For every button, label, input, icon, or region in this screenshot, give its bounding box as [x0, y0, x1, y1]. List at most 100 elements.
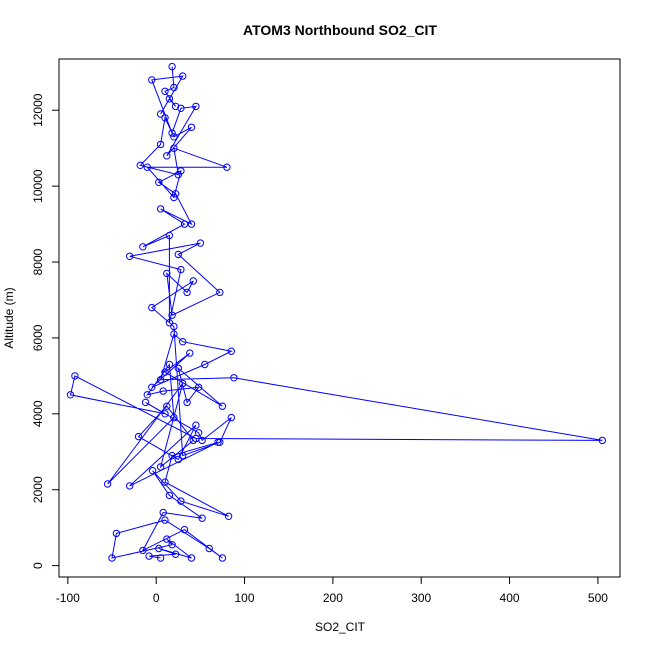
data-point: [168, 311, 176, 319]
data-point: [198, 436, 206, 445]
data-point: [139, 243, 147, 251]
data-point: [134, 432, 143, 441]
data-point: [598, 436, 606, 445]
data-point: [148, 303, 156, 312]
data-point: [161, 516, 169, 524]
data-point: [161, 87, 169, 96]
data-point: [156, 554, 165, 562]
x-tick-label: -100: [56, 591, 80, 605]
data-point: [156, 140, 165, 149]
data-point: [196, 239, 205, 247]
data-point: [187, 123, 196, 132]
data-point: [187, 220, 196, 228]
data-point: [218, 402, 227, 410]
data-point: [161, 114, 169, 122]
data-point: [170, 193, 178, 202]
data-point: [161, 368, 169, 376]
data-point: [189, 277, 198, 285]
data-point: [183, 288, 191, 297]
data-point: [227, 347, 236, 355]
x-tick-label: 100: [235, 591, 255, 605]
x-axis-label: SO2_CIT: [315, 620, 366, 634]
data-point: [171, 190, 180, 198]
y-tick-label: 4000: [31, 400, 45, 427]
data-point: [165, 95, 174, 103]
data-point: [161, 478, 169, 486]
data-point: [216, 288, 224, 297]
x-tick-label: 400: [500, 591, 520, 605]
data-point: [192, 102, 200, 111]
data-point: [170, 413, 178, 422]
data-point: [170, 322, 178, 331]
data-point: [174, 250, 183, 259]
data-point: [170, 144, 178, 152]
data-point: [170, 133, 178, 141]
data-point: [159, 387, 167, 395]
series-line: [69, 66, 603, 559]
data-point: [161, 410, 169, 418]
data-point: [148, 383, 156, 391]
data-point: [145, 552, 153, 560]
data-point: [168, 451, 176, 460]
data-point: [155, 178, 163, 187]
data-point: [163, 535, 171, 543]
data-point: [224, 512, 233, 520]
data-point: [163, 152, 171, 160]
y-tick-label: 8000: [31, 248, 45, 275]
data-point: [163, 402, 171, 410]
data-point: [71, 372, 79, 380]
data-point: [174, 455, 183, 464]
data-point: [174, 171, 183, 179]
data-point: [183, 398, 191, 407]
data-point: [136, 161, 145, 170]
data-point: [179, 451, 187, 460]
data-point: [159, 508, 167, 517]
data-point: [156, 376, 165, 384]
data-point: [201, 360, 209, 369]
data-point: [216, 438, 224, 446]
data-point: [179, 338, 187, 346]
y-tick-label: 0: [31, 562, 45, 569]
data-point: [187, 554, 196, 562]
data-point: [170, 83, 178, 92]
data-point: [227, 413, 236, 422]
data-point: [126, 252, 134, 260]
x-tick-label: 300: [411, 591, 431, 605]
y-axis: 0 2000 4000 6000 8000 10000 12000: [31, 93, 60, 569]
data-point: [112, 529, 121, 538]
data-point: [174, 364, 183, 372]
data-point: [139, 546, 147, 555]
data-point: [205, 544, 213, 553]
data-point: [177, 167, 185, 175]
data-point: [165, 491, 174, 500]
data-point: [168, 541, 176, 549]
data-point: [230, 374, 238, 382]
data-point: [148, 76, 156, 84]
data-point: [168, 129, 176, 137]
data-point: [148, 467, 157, 475]
data-point: [180, 220, 189, 228]
data-point: [179, 72, 187, 80]
data-point: [194, 429, 203, 437]
y-tick-label: 2000: [31, 476, 45, 503]
data-point: [156, 463, 165, 471]
data-point: [103, 480, 112, 488]
data-point: [108, 554, 116, 562]
data-point: [194, 383, 203, 391]
data-point: [143, 163, 152, 171]
data-point: [156, 205, 165, 213]
plot-frame: [58, 58, 621, 578]
data-point: [165, 319, 174, 327]
y-tick-label: 12000: [31, 93, 45, 127]
series-layer: [66, 62, 606, 562]
y-tick-label: 6000: [31, 324, 45, 351]
data-point: [156, 110, 165, 118]
data-point: [126, 482, 134, 490]
data-point: [168, 62, 176, 71]
data-point: [165, 231, 174, 240]
data-point: [192, 421, 200, 429]
data-point: [179, 379, 187, 388]
data-point: [198, 514, 206, 522]
data-point: [163, 269, 171, 278]
